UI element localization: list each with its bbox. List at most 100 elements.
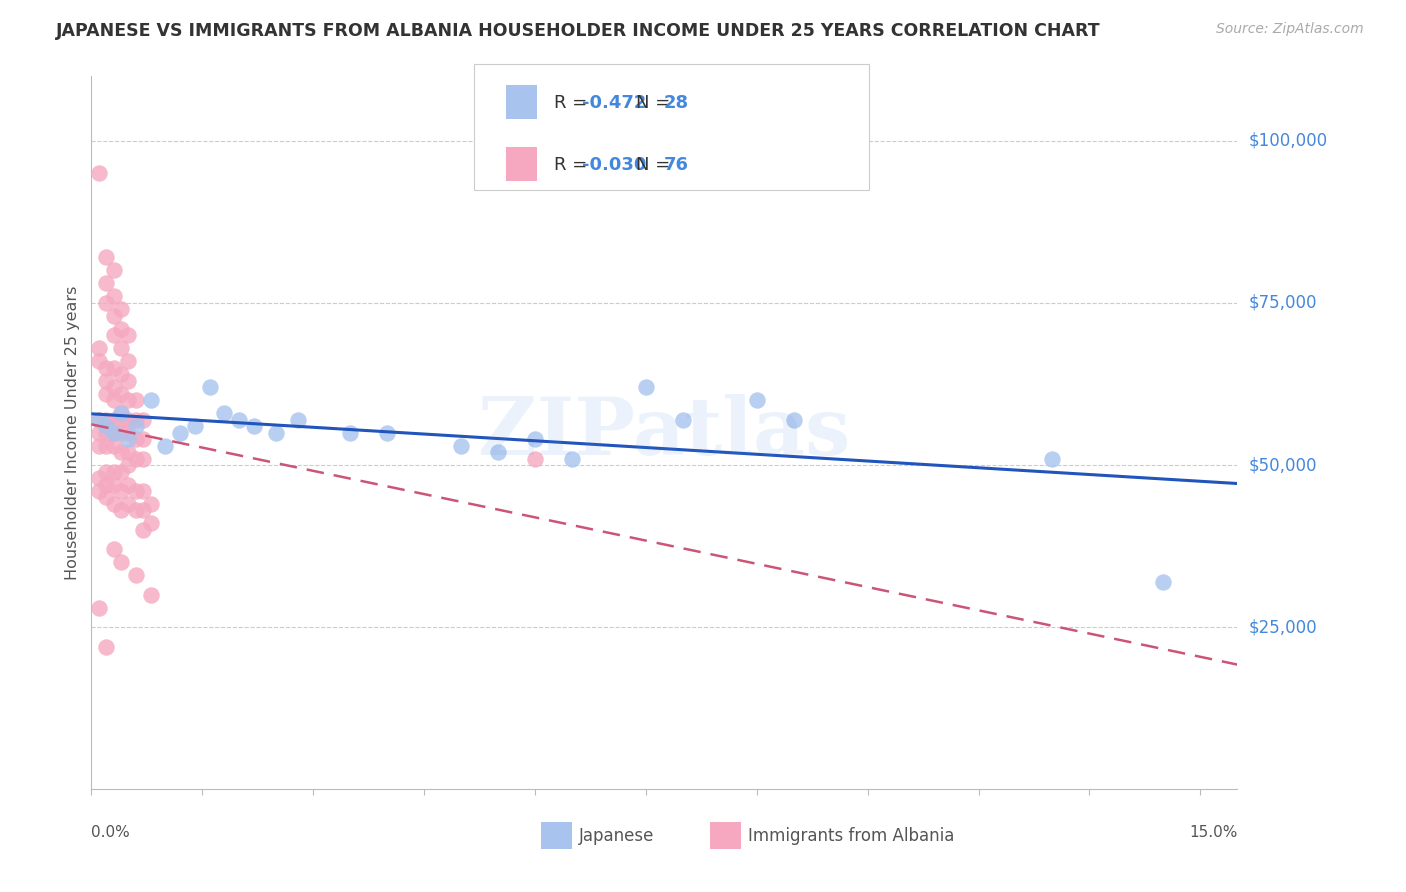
Point <box>87 341 110 355</box>
Point <box>139 588 162 602</box>
Point <box>1042 451 1064 466</box>
Text: N =: N = <box>636 156 675 174</box>
Point <box>139 393 162 408</box>
Point <box>243 419 266 434</box>
Point <box>672 412 695 426</box>
Point <box>110 483 132 498</box>
Point <box>117 445 139 459</box>
Point <box>117 374 139 388</box>
Point <box>87 471 110 485</box>
Text: $25,000: $25,000 <box>1249 618 1317 636</box>
Point <box>783 412 806 426</box>
Point <box>132 523 155 537</box>
Point <box>198 380 221 394</box>
Point <box>117 432 139 446</box>
Point <box>96 251 118 265</box>
Point <box>169 425 191 440</box>
Point <box>110 555 132 569</box>
Point <box>103 439 125 453</box>
Point <box>139 497 162 511</box>
Point <box>103 425 125 440</box>
Text: 28: 28 <box>664 94 689 112</box>
Point <box>110 412 132 426</box>
Point <box>103 542 125 557</box>
Point <box>110 465 132 479</box>
Point <box>87 600 110 615</box>
Point <box>96 465 118 479</box>
Point <box>87 166 110 180</box>
Point <box>103 477 125 491</box>
Text: -0.030: -0.030 <box>582 156 647 174</box>
Point <box>117 458 139 472</box>
Text: R =: R = <box>554 156 593 174</box>
Point <box>125 393 148 408</box>
Point <box>96 374 118 388</box>
Point <box>117 412 139 426</box>
Point <box>87 425 110 440</box>
Point <box>139 516 162 531</box>
Point <box>117 393 139 408</box>
Point <box>132 412 155 426</box>
Point <box>561 451 583 466</box>
Point <box>132 483 155 498</box>
Point <box>110 406 132 420</box>
Point <box>375 425 398 440</box>
Point <box>96 296 118 310</box>
Text: N =: N = <box>636 94 675 112</box>
Point <box>96 477 118 491</box>
Point <box>96 425 118 440</box>
Point <box>110 322 132 336</box>
Text: $100,000: $100,000 <box>1249 132 1327 150</box>
Point <box>745 393 768 408</box>
Point <box>103 263 125 277</box>
Point <box>117 497 139 511</box>
Point <box>96 277 118 291</box>
Point <box>110 341 132 355</box>
Point <box>87 412 110 426</box>
Point <box>96 491 118 505</box>
Point <box>103 328 125 343</box>
Text: Japanese: Japanese <box>579 827 655 845</box>
Y-axis label: Householder Income Under 25 years: Householder Income Under 25 years <box>65 285 80 580</box>
Point <box>486 445 509 459</box>
Point <box>103 309 125 323</box>
Point <box>117 425 139 440</box>
Point <box>87 439 110 453</box>
Point <box>634 380 657 394</box>
Point <box>450 439 472 453</box>
Point <box>96 360 118 375</box>
Point <box>110 425 132 440</box>
Text: ZIPatlas: ZIPatlas <box>478 393 851 472</box>
Point <box>214 406 236 420</box>
Text: Immigrants from Albania: Immigrants from Albania <box>748 827 955 845</box>
Point <box>110 406 132 420</box>
Point <box>103 425 125 440</box>
Text: 0.0%: 0.0% <box>91 825 131 840</box>
Point <box>110 302 132 317</box>
Point <box>87 412 110 426</box>
Point <box>264 425 287 440</box>
Point <box>103 360 125 375</box>
Point <box>96 640 118 654</box>
Point <box>110 368 132 382</box>
Point <box>103 380 125 394</box>
Text: -0.472: -0.472 <box>582 94 647 112</box>
Point <box>96 419 118 434</box>
Point <box>110 445 132 459</box>
Point <box>125 503 148 517</box>
Point <box>103 412 125 426</box>
Text: R =: R = <box>554 94 593 112</box>
Point <box>96 386 118 401</box>
Text: Source: ZipAtlas.com: Source: ZipAtlas.com <box>1216 22 1364 37</box>
Point <box>523 432 546 446</box>
Point <box>132 432 155 446</box>
Point <box>125 451 148 466</box>
Point <box>96 439 118 453</box>
Point <box>1152 574 1174 589</box>
Point <box>287 412 309 426</box>
Point <box>117 477 139 491</box>
Point <box>125 483 148 498</box>
Text: $75,000: $75,000 <box>1249 293 1317 312</box>
Point <box>132 503 155 517</box>
Point <box>103 465 125 479</box>
